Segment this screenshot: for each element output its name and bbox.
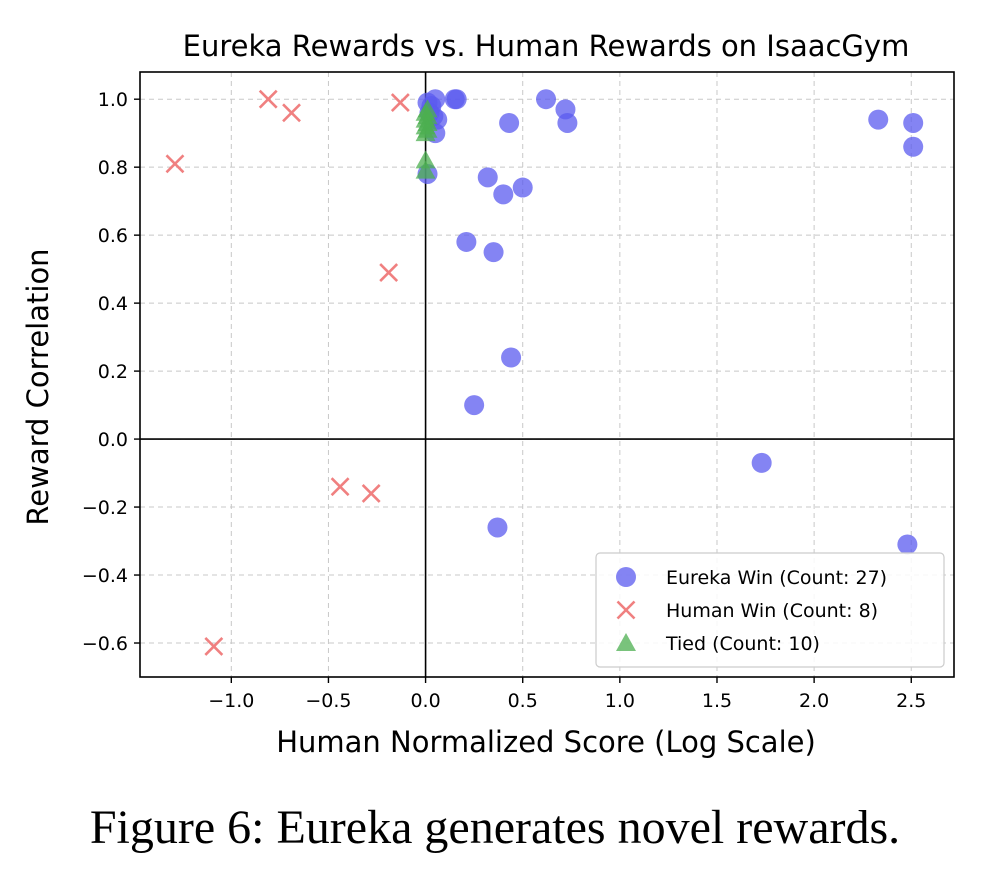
legend-marker-circle bbox=[616, 567, 636, 587]
x-tick-label: −1.0 bbox=[208, 690, 254, 712]
figure-caption: Figure 6: Eureka generates novel rewards… bbox=[89, 801, 901, 854]
scatter-chart: Eureka Rewards vs. Human Rewards on Isaa… bbox=[21, 29, 955, 759]
data-point-x bbox=[282, 103, 301, 123]
series-x bbox=[165, 89, 410, 656]
x-tick-label: 2.5 bbox=[896, 690, 926, 712]
series-triangle bbox=[415, 99, 438, 179]
legend-marker-x bbox=[616, 600, 636, 620]
legend-label: Eureka Win (Count: 27) bbox=[666, 567, 887, 589]
y-tick-label: 0.2 bbox=[98, 361, 128, 383]
data-point-circle bbox=[487, 517, 508, 538]
data-point-circle bbox=[483, 242, 504, 263]
data-point-x bbox=[258, 89, 278, 109]
data-point-circle bbox=[446, 89, 467, 110]
x-marker-stroke bbox=[330, 477, 350, 497]
axis-ticks: −1.0 −0.5 0.0 0.5 1.0 1.5 2.0 2.5 −0.6 −0.4 −0.2 0.… bbox=[82, 89, 927, 712]
data-point-circle bbox=[903, 112, 924, 133]
data-point-circle bbox=[868, 109, 889, 130]
series-circle bbox=[417, 89, 924, 555]
chart-title: Eureka Rewards vs. Human Rewards on Isaa… bbox=[183, 29, 910, 63]
y-tick-label: 1.0 bbox=[98, 89, 128, 111]
y-tick-label: 0.6 bbox=[98, 225, 128, 247]
x-marker-stroke bbox=[258, 89, 278, 109]
y-tick-label: 0.4 bbox=[98, 293, 128, 315]
x-marker-stroke bbox=[616, 600, 636, 620]
data-point-circle bbox=[897, 534, 918, 555]
x-marker-stroke bbox=[390, 93, 410, 113]
y-tick-label: 0.8 bbox=[98, 157, 128, 179]
y-tick-label: −0.6 bbox=[82, 633, 128, 655]
x-marker-stroke bbox=[379, 263, 399, 282]
data-point-circle bbox=[493, 184, 514, 205]
data-point-circle bbox=[751, 452, 772, 473]
x-marker-stroke bbox=[361, 484, 381, 503]
x-marker-stroke bbox=[165, 154, 185, 174]
x-tick-label: 0.5 bbox=[508, 690, 538, 712]
data-point-x bbox=[379, 263, 399, 282]
data-point-circle bbox=[499, 112, 520, 133]
y-tick-label: −0.4 bbox=[82, 565, 128, 587]
data-point-circle bbox=[512, 177, 533, 198]
y-tick-label: 0.0 bbox=[98, 429, 128, 451]
data-point-triangle bbox=[415, 150, 436, 169]
data-point-circle bbox=[501, 347, 522, 368]
x-marker-stroke bbox=[204, 636, 224, 656]
x-tick-label: 2.0 bbox=[799, 690, 829, 712]
y-tick-label: −0.2 bbox=[82, 497, 128, 519]
data-points bbox=[165, 89, 924, 656]
x-tick-label: 1.5 bbox=[702, 690, 732, 712]
legend-label: Human Win (Count: 8) bbox=[666, 600, 878, 622]
x-tick-label: 0.0 bbox=[410, 690, 440, 712]
data-point-circle bbox=[557, 112, 578, 133]
data-point-x bbox=[390, 93, 410, 113]
legend-label: Tied (Count: 10) bbox=[665, 633, 820, 655]
data-point-circle bbox=[464, 395, 485, 416]
x-axis-label: Human Normalized Score (Log Scale) bbox=[276, 725, 816, 759]
data-point-circle bbox=[536, 89, 557, 110]
data-point-x bbox=[361, 484, 381, 503]
y-axis-label: Reward Correlation bbox=[21, 248, 55, 525]
data-point-x bbox=[330, 477, 350, 497]
data-point-triangle bbox=[417, 99, 438, 118]
data-point-circle bbox=[456, 231, 477, 252]
x-tick-label: 1.0 bbox=[605, 690, 635, 712]
plot-frame bbox=[139, 71, 955, 678]
data-point-x bbox=[204, 636, 224, 656]
legend: Eureka Win (Count: 27) Human Win (Count: … bbox=[595, 552, 945, 668]
data-point-circle bbox=[903, 136, 924, 157]
data-point-triangle bbox=[415, 123, 436, 142]
legend-box bbox=[595, 552, 945, 668]
x-marker-stroke bbox=[282, 103, 301, 123]
data-point-x bbox=[165, 154, 185, 174]
data-point-circle bbox=[477, 167, 498, 188]
legend-marker-triangle bbox=[616, 633, 636, 651]
data-point-triangle bbox=[415, 160, 436, 179]
x-tick-label: −0.5 bbox=[305, 690, 351, 712]
